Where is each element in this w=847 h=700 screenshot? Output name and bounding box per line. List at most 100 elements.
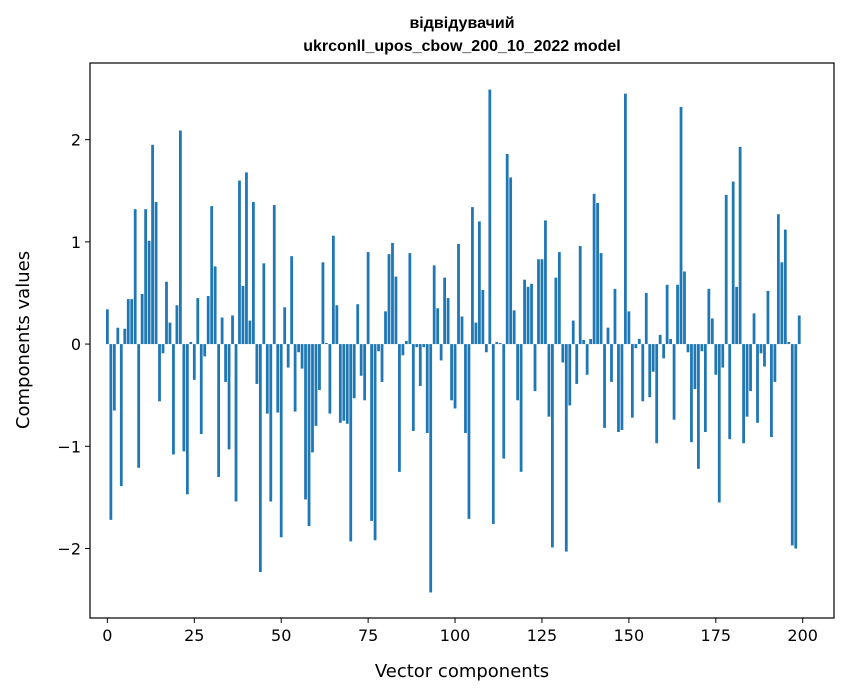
bar-192 bbox=[773, 344, 777, 382]
bar-80 bbox=[384, 311, 387, 345]
bar-66 bbox=[335, 305, 339, 345]
bar-71 bbox=[352, 344, 356, 399]
bar-141 bbox=[596, 203, 599, 345]
bar-10 bbox=[140, 293, 144, 345]
bar-43 bbox=[255, 344, 259, 384]
bar-67 bbox=[338, 344, 342, 423]
bar-35 bbox=[227, 344, 231, 450]
bar-130 bbox=[557, 252, 561, 345]
bar-39 bbox=[241, 285, 245, 345]
x-tick-label: 75 bbox=[358, 626, 378, 645]
bar-167 bbox=[686, 344, 690, 353]
bar-122 bbox=[530, 283, 533, 345]
x-tick-label: 100 bbox=[440, 626, 471, 645]
y-axis-label: Components values bbox=[13, 251, 34, 429]
bar-145 bbox=[610, 344, 613, 382]
x-axis: 0 25 50 75 100 125 150 175 200 bbox=[102, 618, 818, 645]
bar-74 bbox=[363, 344, 367, 401]
bar-89 bbox=[415, 344, 419, 348]
bar-17 bbox=[165, 281, 168, 345]
bar-31 bbox=[213, 266, 217, 345]
bar-118 bbox=[516, 344, 520, 401]
bar-64 bbox=[328, 344, 332, 414]
x-axis-label: Vector components bbox=[375, 661, 549, 682]
bar-46 bbox=[265, 344, 269, 414]
bar-149 bbox=[624, 93, 627, 345]
bar-78 bbox=[377, 344, 380, 352]
bar-12 bbox=[147, 240, 151, 345]
bar-94 bbox=[432, 265, 436, 345]
bar-176 bbox=[717, 344, 721, 503]
bar-188 bbox=[759, 344, 763, 354]
bar-32 bbox=[217, 344, 221, 477]
bar-50 bbox=[279, 344, 283, 538]
bar-84 bbox=[398, 344, 401, 472]
bar-40 bbox=[245, 172, 248, 345]
x-tick-label: 200 bbox=[787, 626, 818, 645]
bar-161 bbox=[665, 284, 669, 345]
bar-8 bbox=[133, 209, 137, 345]
bar-160 bbox=[662, 344, 666, 359]
bar-154 bbox=[641, 344, 645, 402]
bar-197 bbox=[790, 344, 794, 546]
bar-2 bbox=[112, 344, 116, 411]
bar-157 bbox=[651, 344, 655, 372]
bar-97 bbox=[443, 277, 447, 345]
bar-22 bbox=[182, 344, 186, 452]
bar-13 bbox=[151, 144, 154, 345]
bar-114 bbox=[502, 344, 506, 459]
x-tick-label: 50 bbox=[271, 626, 291, 645]
bar-75 bbox=[366, 252, 370, 345]
bar-170 bbox=[697, 344, 700, 469]
bar-117 bbox=[512, 310, 516, 345]
bar-169 bbox=[693, 344, 697, 390]
bar-49 bbox=[276, 344, 280, 413]
bar-172 bbox=[703, 344, 707, 432]
bar-68 bbox=[342, 344, 346, 421]
bar-124 bbox=[537, 259, 540, 345]
bar-128 bbox=[551, 344, 554, 548]
bar-158 bbox=[655, 344, 659, 444]
bar-58 bbox=[307, 344, 311, 527]
bar-148 bbox=[620, 344, 624, 430]
bar-44 bbox=[258, 344, 262, 573]
bar-151 bbox=[630, 344, 634, 418]
bar-4 bbox=[119, 344, 123, 487]
bar-82 bbox=[391, 242, 394, 345]
bar-113 bbox=[498, 343, 502, 345]
bar-185 bbox=[749, 344, 752, 392]
bar-33 bbox=[220, 317, 224, 345]
x-tick-label: 175 bbox=[701, 626, 732, 645]
y-tick-label: 2 bbox=[71, 131, 81, 150]
bar-110 bbox=[488, 89, 492, 345]
bar-199 bbox=[797, 315, 801, 345]
bar-125 bbox=[540, 259, 544, 345]
bar-109 bbox=[484, 344, 488, 353]
bar-54 bbox=[293, 344, 297, 412]
bar-181 bbox=[735, 286, 739, 345]
bar-86 bbox=[404, 341, 408, 345]
bar-3 bbox=[116, 327, 120, 345]
bar-112 bbox=[495, 342, 499, 345]
bar-186 bbox=[752, 313, 756, 345]
bar-98 bbox=[446, 298, 450, 345]
bar-106 bbox=[474, 322, 478, 345]
bar-61 bbox=[318, 344, 321, 391]
bar-198 bbox=[794, 344, 798, 549]
bars-group bbox=[105, 89, 801, 593]
bar-116 bbox=[509, 177, 513, 345]
bar-101 bbox=[457, 243, 460, 345]
bar-11 bbox=[144, 209, 148, 345]
bar-90 bbox=[418, 344, 422, 386]
bar-63 bbox=[325, 343, 328, 345]
bar-127 bbox=[547, 344, 551, 417]
bar-30 bbox=[210, 206, 214, 345]
bar-57 bbox=[304, 344, 307, 500]
bar-76 bbox=[370, 344, 373, 521]
bar-21 bbox=[179, 130, 182, 345]
bar-51 bbox=[283, 307, 287, 345]
bar-34 bbox=[224, 344, 227, 382]
bar-72 bbox=[356, 304, 360, 345]
bar-91 bbox=[422, 344, 426, 348]
bar-119 bbox=[519, 344, 523, 472]
